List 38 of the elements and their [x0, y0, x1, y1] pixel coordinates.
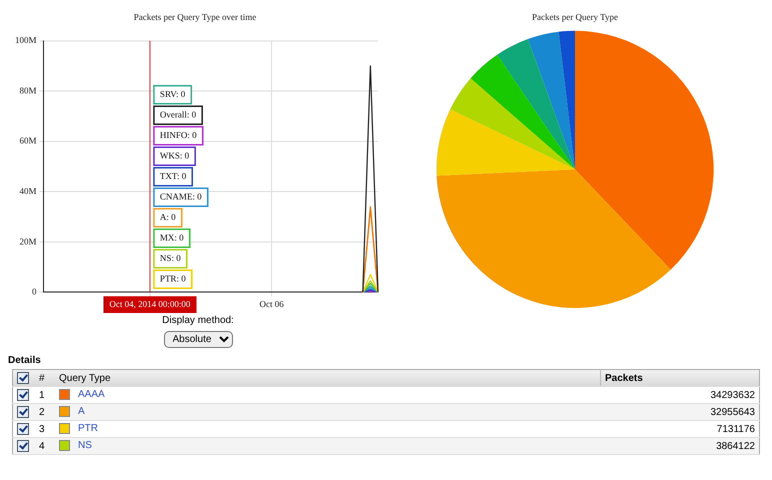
- text: Absolute: [164, 331, 232, 348]
- annotation: CNAME: 0: [160, 192, 202, 202]
- annotation: A: 0: [160, 212, 176, 222]
- text: 3: [35, 420, 55, 438]
- text: 2: [35, 404, 55, 420]
- legend-label: PTR: [78, 424, 98, 435]
- annotation: NS: 0: [160, 253, 182, 264]
- y-tick-label: 80M: [19, 85, 36, 96]
- data-label: 3864122: [600, 438, 760, 454]
- x-tick-label: Oct 04, 2014 00:00:00: [109, 298, 191, 309]
- chart-title: Packets per Query Type over time: [134, 12, 256, 22]
- y-tick-label: 40M: [19, 186, 36, 196]
- text: Packets: [600, 370, 760, 386]
- annotation: SRV: 0: [160, 89, 186, 100]
- text: #: [35, 370, 55, 386]
- annotation: WKS: 0: [160, 150, 190, 161]
- text: 4: [35, 438, 55, 454]
- y-tick-label: 60M: [19, 136, 36, 146]
- data-label: 34293632: [600, 386, 760, 404]
- legend-label: NS: [78, 440, 92, 452]
- annotation: MX: 0: [160, 232, 184, 243]
- annotation: Overall: 0: [160, 110, 197, 120]
- text: Details: [8, 355, 42, 366]
- text: 1: [35, 386, 55, 404]
- chart-title: Packets per Query Type: [532, 12, 618, 22]
- data-label: 7131176: [600, 420, 760, 438]
- y-tick-label: 0: [32, 286, 37, 297]
- x-tick-label: Oct 06: [259, 298, 284, 309]
- annotation: HINFO: 0: [160, 130, 198, 140]
- text: Query Type: [55, 370, 600, 386]
- legend-label: AAAA: [78, 390, 105, 401]
- data-label: 32955643: [600, 404, 760, 420]
- y-tick-label: 100M: [14, 35, 36, 46]
- annotation: TXT: 0: [160, 171, 187, 182]
- legend-label: A: [78, 406, 85, 418]
- text: Display method:: [161, 315, 235, 326]
- annotation: PTR: 0: [160, 274, 186, 284]
- y-tick-label: 20M: [19, 236, 36, 246]
